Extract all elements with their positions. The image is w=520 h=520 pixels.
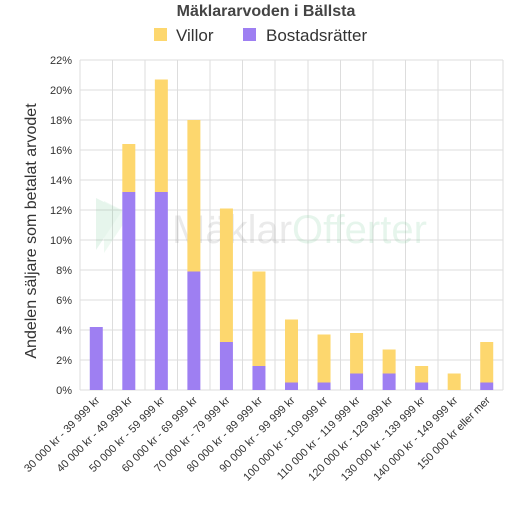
bar-bostadsratter[interactable] xyxy=(382,373,396,391)
watermark: MäklarOfferter xyxy=(96,198,427,253)
legend-label-villor[interactable]: Villor xyxy=(176,26,214,45)
y-tick-label: 16% xyxy=(50,145,72,157)
bar-villor[interactable] xyxy=(252,271,266,367)
bars xyxy=(89,79,494,391)
bar-villor[interactable] xyxy=(285,319,298,383)
chart-title: Mäklararvoden i Bällsta xyxy=(177,3,356,20)
bar-bostadsratter[interactable] xyxy=(415,382,429,391)
bar-bostadsratter[interactable] xyxy=(89,327,103,390)
y-tick-label: 20% xyxy=(50,85,72,97)
bar-villor[interactable] xyxy=(317,334,331,383)
legend: Villor Bostadsrätter xyxy=(154,26,367,45)
bar-villor[interactable] xyxy=(219,208,233,343)
bar-bostadsratter[interactable] xyxy=(219,342,233,390)
y-tick-label: 2% xyxy=(56,355,72,367)
bar-villor[interactable] xyxy=(154,79,168,193)
grid xyxy=(79,59,504,391)
bar-villor[interactable] xyxy=(382,349,396,374)
watermark-logo-icon xyxy=(96,198,122,250)
bar-bostadsratter[interactable] xyxy=(252,366,266,390)
bar-bostadsratter[interactable] xyxy=(122,192,136,390)
y-ticks: 0% 2% 4% 6% 8% 10% 12% 14% 16% 18% 20% 22% xyxy=(50,55,72,397)
bar-bostadsratter[interactable] xyxy=(285,382,298,391)
legend-label-bostadsratter[interactable]: Bostadsrätter xyxy=(266,26,367,45)
bar-villor[interactable] xyxy=(122,144,136,192)
bar-villor[interactable] xyxy=(480,342,494,383)
y-tick-label: 8% xyxy=(56,265,72,277)
y-tick-label: 6% xyxy=(56,295,72,307)
bar-bostadsratter[interactable] xyxy=(187,271,201,391)
y-tick-label: 12% xyxy=(50,205,72,217)
bar-villor[interactable] xyxy=(447,373,461,391)
y-tick-label: 22% xyxy=(50,55,72,67)
bar-villor[interactable] xyxy=(350,333,364,374)
bar-bostadsratter[interactable] xyxy=(154,192,168,390)
y-tick-label: 10% xyxy=(50,235,72,247)
y-tick-label: 18% xyxy=(50,115,72,127)
bar-bostadsratter[interactable] xyxy=(480,382,494,391)
bar-bostadsratter[interactable] xyxy=(350,373,364,391)
y-axis-label: Andelen säljare som betalat arvodet xyxy=(23,103,40,359)
y-tick-label: 0% xyxy=(56,385,72,397)
bar-villor[interactable] xyxy=(187,120,201,272)
svg-text:MäklarOfferter: MäklarOfferter xyxy=(172,208,427,252)
bar-villor[interactable] xyxy=(415,366,429,383)
watermark-text-green: Offerter xyxy=(292,208,427,252)
y-tick-label: 14% xyxy=(50,175,72,187)
y-tick-label: 4% xyxy=(56,325,72,337)
legend-swatch-bostadsratter xyxy=(243,28,256,41)
bar-bostadsratter[interactable] xyxy=(317,382,331,391)
legend-swatch-villor xyxy=(154,28,167,41)
